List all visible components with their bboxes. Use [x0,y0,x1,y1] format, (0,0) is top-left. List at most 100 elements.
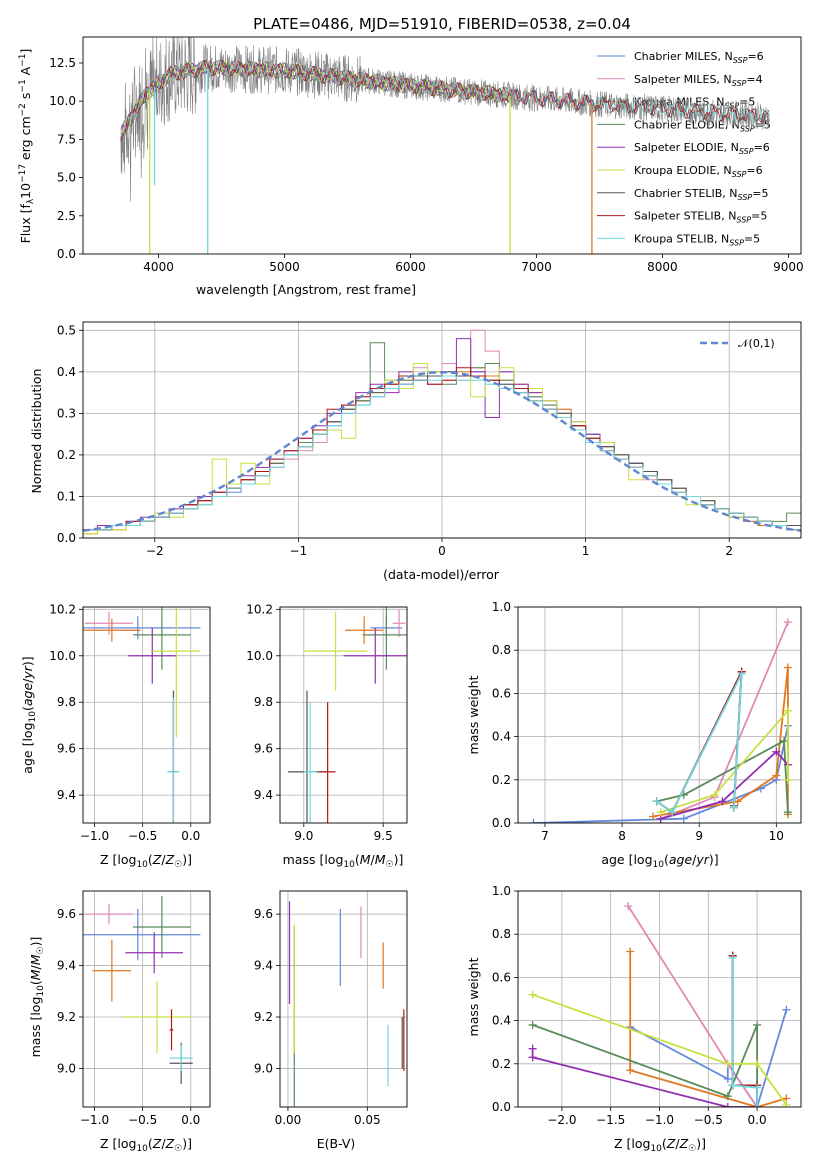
spectrum-model-line [120,59,770,141]
age-mass-ytick-label: 9.8 [254,695,273,709]
weight-z-point-marker [528,1020,537,1029]
weight-z-point-marker [753,1020,762,1029]
weight-age-xtick-label: 7 [541,829,549,843]
hist-ytick-label: 0.4 [57,365,76,379]
weight-age-series-line [660,708,789,814]
weight-z-point-marker [782,1100,791,1107]
spectrum-legend-label: Salpeter STELIB, NSSP=5 [634,210,767,225]
weight-z-point-marker [753,1059,762,1068]
spectrum-title: PLATE=0486, MJD=51910, FIBERID=0538, z=0… [253,15,631,33]
hist-xlabel: (data-model)/error [383,567,500,582]
mass-z-ylabel: mass [log10(M/M☉)] [28,937,46,1058]
spectrum-plot-area [120,37,770,254]
weight-age-xtick-label: 10 [769,829,784,843]
spectrum-xtick-label: 7000 [521,260,552,274]
spectrum-ytick-label: 10.0 [49,94,76,108]
mass-ebv-ytick-label: 9.4 [254,959,273,973]
weight-z-point-marker [753,1103,762,1107]
age-mass-ytick-label: 9.4 [254,788,273,802]
weight-z-ytick-label: 1.0 [492,884,511,898]
weight-age-xtick-label: 9 [695,829,703,843]
weight-z-series-line [731,958,758,1107]
mass-ebv-ytick-label: 9.6 [254,907,273,921]
mass-z-xtick-label: −0.5 [128,1113,157,1127]
weight-age-point-marker [729,803,738,812]
weight-z-xtick-label: −2.0 [547,1113,576,1127]
weight-z-point-marker [728,1081,737,1090]
spectrum-ytick-label: 0.0 [57,247,76,261]
hist-frame [82,321,802,539]
weight-age-ylabel: mass weight [466,675,481,754]
age-mass-xtick-label: 9.5 [374,829,393,843]
age-mass-frame [279,606,408,824]
weight-z-point-marker [723,1074,732,1083]
age-mass-ytick-label: 9.6 [254,742,273,756]
age-mass-plot-area [287,607,407,823]
spectrum-legend-label: Kroupa STELIB, NSSP=5 [634,232,760,247]
age-z-ytick-label: 10.2 [49,602,76,616]
spectrum-model-line [120,59,511,136]
spectrum-legend-label: Chabrier ELODIE, NSSP=5 [634,118,771,133]
hist-ytick-label: 0.2 [57,448,76,462]
mass-z-axes: −1.0 −0.5 0.0 9.0 9.2 9.4 9.6 [57,891,210,1127]
hist-axes: −2 −1 0 1 2 0.0 0.1 0.2 0.3 0.4 0.5 [57,322,801,558]
weight-z-series-line [532,993,788,1106]
weight-z-xlabel: Z [log10(Z/Z☉)] [614,1136,706,1154]
age-z-ytick-label: 9.8 [57,695,76,709]
weight-z-frame [517,890,802,1108]
age-z-xtick-label: −0.5 [128,829,157,843]
spectrum-ytick-label: 5.0 [57,171,76,185]
weight-age-point-marker [772,771,781,780]
weight-age-xlabel: age [log10(age/yr)] [601,852,718,870]
age-mass-xlabel: mass [log10(M/M☉)] [283,852,404,870]
weight-z-xtick-label: −0.5 [694,1113,723,1127]
hist-ytick-label: 0.3 [57,406,76,420]
spectrum-ytick-label: 2.5 [57,209,76,223]
weight-z-point-marker [782,1005,791,1014]
weight-age-point-marker [783,808,792,817]
spectrum-ytick-label: 12.5 [49,56,76,70]
weight-z-point-marker [626,947,635,956]
weight-age-point-marker [652,797,661,806]
weight-z-series-line [731,955,758,1107]
weight-age-series-line [656,673,743,814]
age-z-xtick-label: 0.0 [181,829,200,843]
weight-z-point-marker [723,1092,732,1101]
hist-ytick-label: 0.0 [57,531,76,545]
weight-age-point-marker [679,814,688,823]
weight-age-axes: 7 8 9 10 0.0 0.2 0.4 0.6 0.8 1.0 [492,600,801,843]
weight-z-series-line [627,905,758,1107]
weight-z-point-marker [528,1044,537,1053]
hist-ylabel: Normed distribution [29,369,44,494]
weight-age-point-marker [648,812,657,821]
weight-z-point-marker [723,1059,732,1068]
weight-age-point-marker [710,790,719,799]
mass-ebv-axes: 0.00 0.05 9.0 9.2 9.4 9.6 [254,891,407,1127]
spectrum-legend: Chabrier MILES, NSSP=6 Salpeter MILES, NS… [597,50,771,247]
age-z-plot-area [83,607,201,823]
age-z-xtick-label: −1.0 [80,829,109,843]
weight-age-point-marker [668,808,677,817]
age-z-ytick-label: 10.0 [49,649,76,663]
weight-z-ytick-label: 0.4 [492,1014,511,1028]
spectrum-xtick-label: 5000 [269,260,300,274]
mass-z-plot-area [83,896,201,1084]
weight-age-ytick-label: 0.2 [492,773,511,787]
spectrum-xtick-label: 6000 [395,260,426,274]
spectrum-frame [82,36,802,255]
weight-z-point-marker [528,1053,537,1062]
mass-z-frame [82,890,211,1108]
spectrum-legend-label: Chabrier STELIB, NSSP=5 [634,187,768,202]
age-z-xlabel: Z [log10(Z/Z☉)] [100,852,192,870]
hist-xtick-label: 2 [725,544,733,558]
weight-age-point-marker [783,618,792,627]
mass-ebv-plot-area [288,901,405,1107]
spectrum-xlabel: wavelength [Angstrom, rest frame] [196,282,416,297]
weight-age-series-line [652,667,789,818]
mass-z-ytick-label: 9.6 [57,907,76,921]
hist-xtick-label: 1 [582,544,590,558]
age-z-frame [82,606,211,824]
hist-xtick-label: −1 [290,544,308,558]
hist-gaussian-curve [83,371,801,532]
weight-age-plot-area [529,618,792,823]
